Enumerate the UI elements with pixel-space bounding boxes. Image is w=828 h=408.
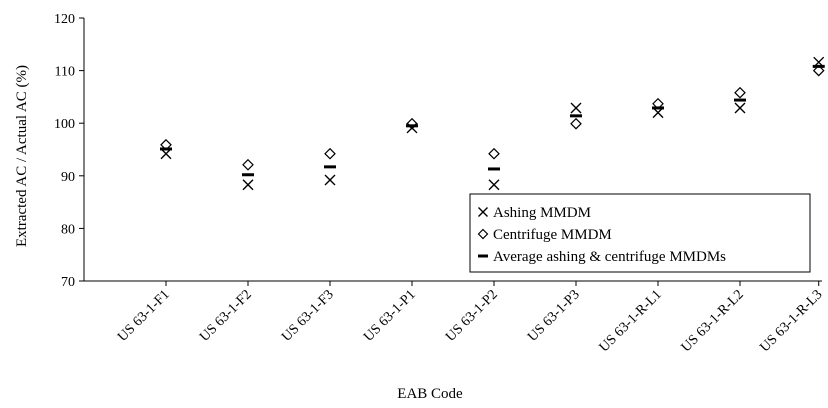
- x-tick-label: US 63-1-R-L3: [757, 287, 825, 355]
- legend-label-ashing: Ashing MMDM: [493, 205, 591, 221]
- legend: Ashing MMDM Centrifuge MMDM Average ashi…: [469, 193, 811, 273]
- y-tick-label: 110: [55, 65, 75, 80]
- data-marks: [160, 56, 825, 191]
- point-ashing: [324, 174, 336, 186]
- legend-label-centrifuge: Centrifuge MMDM: [493, 227, 612, 243]
- y-ticks: 70 80 90 100 110 120: [54, 12, 84, 290]
- point-ashing: [734, 102, 746, 114]
- x-tick-label: US 63-1-F3: [279, 287, 337, 345]
- legend-marker-centrifuge: [477, 228, 489, 240]
- legend-box: [469, 193, 811, 273]
- y-tick-label: 120: [54, 12, 75, 27]
- point-centrifuge: [242, 158, 254, 171]
- y-tick-label: 90: [61, 170, 75, 185]
- x-tick-label: US 63-1-P1: [361, 287, 419, 345]
- point-centrifuge: [570, 117, 582, 130]
- axes: [83, 18, 822, 282]
- x-axis-label: EAB Code: [397, 386, 463, 402]
- point-ashing: [242, 179, 254, 191]
- y-tick-label: 80: [61, 222, 75, 237]
- point-centrifuge: [812, 64, 825, 77]
- point-ashing: [570, 102, 582, 114]
- point-centrifuge: [734, 86, 746, 99]
- y-tick-label: 100: [54, 117, 75, 132]
- point-ashing: [488, 179, 500, 191]
- x-tick-label: US 63-1-P3: [525, 287, 583, 345]
- point-centrifuge: [324, 147, 336, 160]
- x-ticks: US 63-1-F1 US 63-1-F2 US 63-1-F3 US 63-1-P1…: [115, 281, 826, 355]
- x-tick-label: US 63-1-F1: [115, 287, 173, 345]
- x-tick-label: US 63-1-F2: [197, 287, 255, 345]
- legend-label-average: Average ashing & centrifuge MMDMs: [493, 249, 726, 265]
- x-tick-label: US 63-1-R-L2: [679, 287, 747, 355]
- x-tick-label: US 63-1-P2: [443, 287, 501, 345]
- y-axis-label: Extracted AC / Actual AC (%): [14, 65, 30, 247]
- x-tick-label: US 63-1-R-L1: [597, 287, 665, 355]
- legend-marker-ashing: [478, 207, 488, 217]
- y-tick-label: 70: [61, 275, 75, 290]
- point-centrifuge: [488, 147, 500, 160]
